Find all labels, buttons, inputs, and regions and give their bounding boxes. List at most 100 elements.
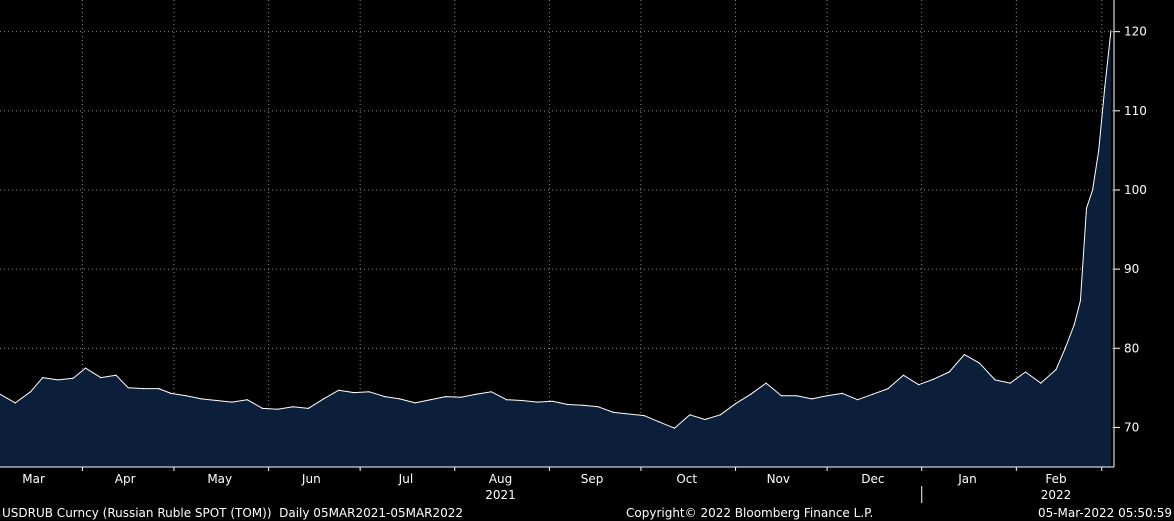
data-point [841, 392, 844, 394]
data-point [918, 384, 920, 386]
data-point [84, 367, 87, 369]
data-point [979, 362, 981, 364]
data-point [1104, 86, 1106, 88]
data-point [292, 406, 294, 408]
data-point [261, 407, 264, 409]
data-point [1110, 30, 1112, 32]
x-month-label: Nov [767, 472, 790, 486]
data-point [994, 379, 996, 381]
data-point [857, 399, 859, 401]
x-month-label: Mar [22, 472, 45, 486]
data-point [1055, 369, 1057, 371]
data-point [567, 403, 569, 406]
area-layer [0, 30, 1112, 468]
data-point [1085, 207, 1088, 209]
data-point [158, 388, 160, 390]
data-point [368, 391, 370, 393]
data-point [115, 374, 117, 376]
y-tick-label: 80 [1124, 341, 1139, 355]
data-point [142, 388, 144, 390]
data-point [582, 404, 584, 406]
data-point [322, 398, 325, 400]
series-area-fill [0, 30, 1111, 468]
data-point [200, 398, 202, 400]
data-point [1040, 382, 1042, 384]
data-point [475, 393, 477, 395]
x-year-label: 2021 [485, 488, 516, 502]
footer-timestamp: 05-Mar-2022 05:50:59 [1037, 506, 1172, 520]
data-point [597, 406, 599, 408]
x-month-label: Dec [861, 472, 884, 486]
x-month-label: Oct [676, 472, 697, 486]
data-point [689, 414, 691, 416]
x-year-label: 2022 [1041, 488, 1072, 502]
data-point [42, 377, 44, 379]
data-point [765, 382, 767, 384]
axis-layer [0, 0, 1120, 503]
x-month-label: Apr [115, 472, 136, 486]
data-point [719, 414, 721, 416]
data-point [170, 392, 172, 394]
data-point [933, 378, 935, 380]
data-point [338, 389, 340, 391]
data-point [0, 393, 1, 395]
data-point [100, 377, 102, 379]
data-point [750, 393, 752, 395]
data-point [1009, 382, 1011, 384]
data-point [307, 407, 309, 409]
data-point [536, 401, 538, 403]
y-tick-label: 110 [1124, 104, 1147, 118]
data-point [1079, 300, 1081, 302]
data-point [353, 392, 355, 394]
data-point [399, 398, 401, 400]
data-point [1024, 371, 1027, 373]
data-point [673, 427, 676, 429]
data-point [506, 399, 508, 401]
data-point [57, 379, 59, 381]
data-point [643, 415, 645, 417]
data-point [704, 418, 706, 421]
y-tick-label: 90 [1124, 262, 1139, 276]
x-month-label: Jul [398, 472, 413, 486]
x-month-label: Jun [301, 472, 321, 486]
data-point [14, 402, 16, 404]
y-tick-label: 120 [1124, 25, 1147, 39]
data-point [246, 399, 248, 401]
data-point [780, 395, 782, 397]
data-point [521, 399, 523, 402]
data-point [628, 413, 630, 415]
data-point [414, 402, 416, 404]
data-point [826, 395, 828, 397]
data-point [72, 377, 74, 379]
y-tick-label: 70 [1124, 420, 1139, 434]
data-point [551, 400, 554, 402]
data-point [902, 374, 905, 376]
x-month-label: Jan [957, 472, 977, 486]
data-point [490, 391, 492, 393]
x-month-label: Sep [581, 472, 604, 486]
y-tick-label: 100 [1124, 183, 1147, 197]
data-point [963, 354, 966, 356]
data-point [734, 403, 737, 405]
data-point [231, 401, 233, 403]
x-month-label: May [207, 472, 232, 486]
data-point [887, 388, 889, 390]
data-point [796, 395, 798, 397]
data-point [612, 411, 615, 413]
data-point [1098, 149, 1100, 151]
data-point [277, 408, 279, 410]
data-point [1073, 323, 1075, 326]
data-point [216, 399, 218, 402]
data-point [658, 421, 660, 423]
data-point [811, 398, 813, 400]
x-month-label: Feb [1045, 472, 1066, 486]
data-point [185, 395, 187, 397]
data-point [445, 396, 447, 398]
data-point [29, 391, 32, 393]
data-point [384, 396, 386, 398]
label-layer: 70 80 90 100 110 120 Mar Apr May Jun Jul Aug Sep Oct N… [22, 25, 1147, 502]
data-point [460, 396, 462, 398]
data-point [127, 387, 129, 389]
x-month-label: Aug [489, 472, 512, 486]
footer-security-description: USDRUB Curncy (Russian Ruble SPOT (TOM))… [2, 506, 464, 520]
